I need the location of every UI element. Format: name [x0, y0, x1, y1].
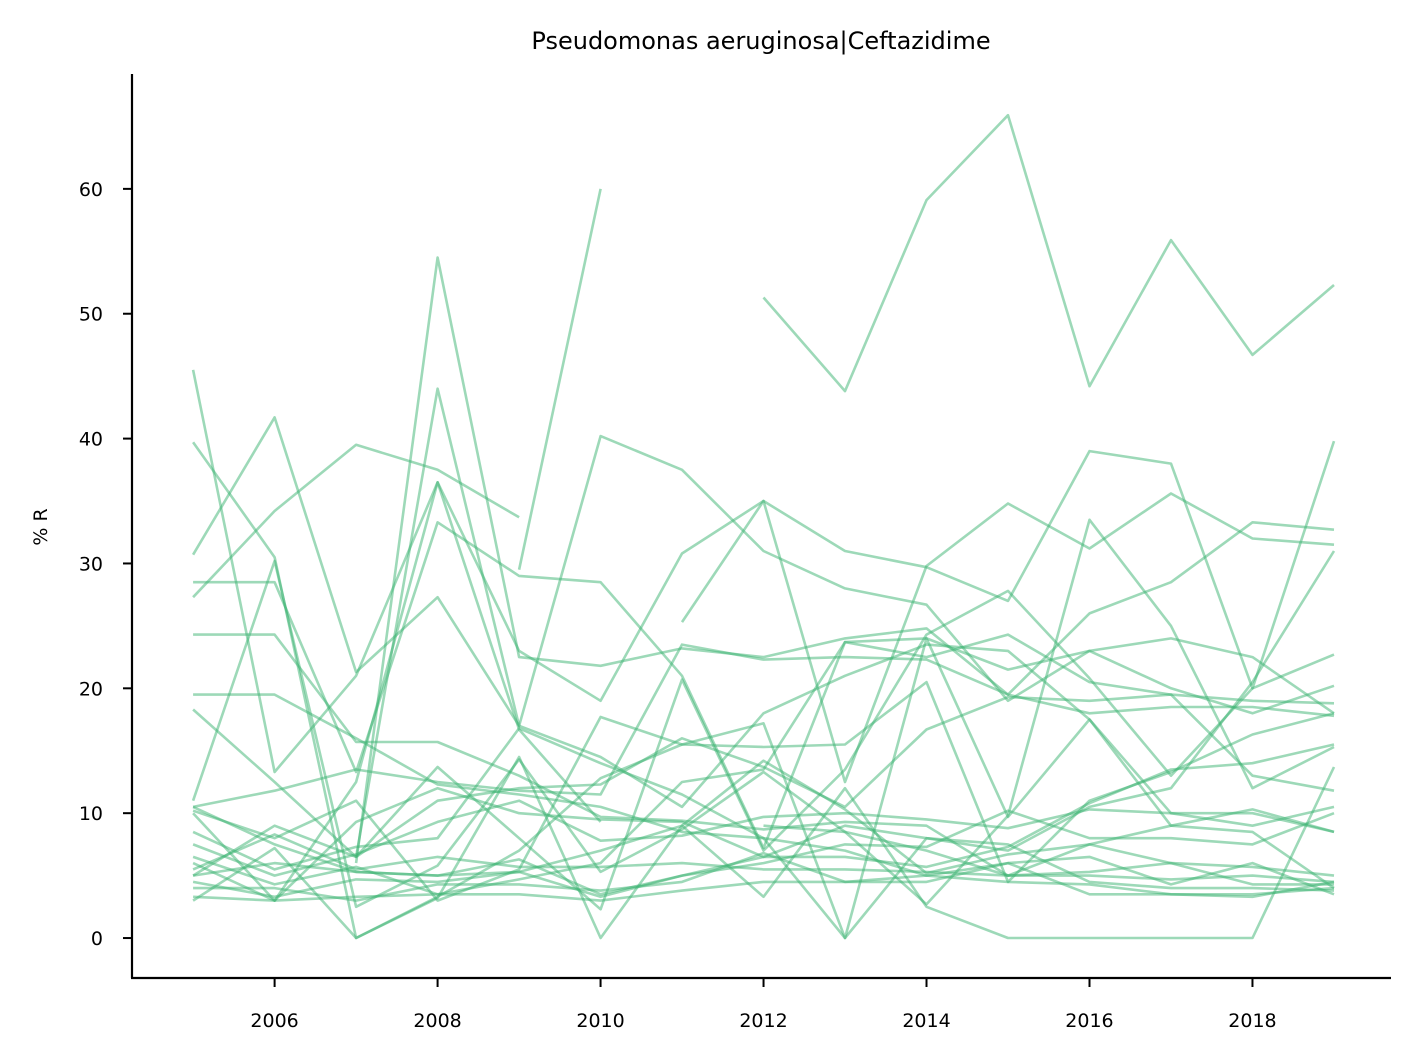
series-line-5 — [192, 443, 520, 599]
series-line-4 — [191, 416, 1335, 728]
series-line-2 — [191, 369, 1336, 774]
series-layer — [191, 113, 1336, 940]
y-tick-label: 0 — [91, 928, 103, 950]
y-tick-label: 10 — [79, 803, 103, 825]
y-tick-label: 20 — [79, 678, 103, 700]
series-line-26 — [354, 256, 1335, 864]
series-line-16 — [192, 633, 1335, 896]
x-tick-label: 2012 — [739, 1010, 787, 1032]
y-tick-label: 60 — [79, 179, 103, 201]
series-line-23 — [763, 808, 1335, 877]
series-line-1 — [762, 113, 1335, 393]
series-line-10 — [191, 518, 1335, 909]
x-tick-label: 2016 — [1065, 1010, 1113, 1032]
series-line-11 — [192, 643, 1335, 809]
y-tick-label: 40 — [79, 429, 103, 451]
y-tick-label: 30 — [79, 553, 103, 575]
series-line-7 — [193, 633, 1334, 886]
series-line-9 — [192, 589, 1335, 911]
y-axis-label: % R — [30, 508, 52, 545]
series-line-21 — [193, 861, 1335, 902]
x-tick-label: 2018 — [1228, 1010, 1276, 1032]
x-tick-label: 2008 — [413, 1010, 461, 1032]
series-line-1 — [517, 188, 602, 570]
series-line-25 — [354, 387, 1335, 858]
series-line-23 — [192, 480, 602, 902]
series-line-17 — [192, 833, 1335, 884]
x-tick-label: 2006 — [250, 1010, 298, 1032]
y-axis-ticks: 0 10 20 30 40 50 60 — [79, 179, 132, 950]
series-line-15 — [192, 799, 1335, 877]
x-axis-ticks: 2006 2008 2010 2012 2014 2016 2018 — [250, 978, 1277, 1032]
x-tick-label: 2010 — [576, 1010, 624, 1032]
chart-title: Pseudomonas aeruginosa|Ceftazidime — [531, 27, 990, 55]
x-tick-label: 2014 — [902, 1010, 950, 1032]
series-line-24 — [192, 693, 1335, 877]
y-tick-label: 50 — [79, 304, 103, 326]
series-line-27 — [192, 805, 1335, 896]
series-line-5 — [680, 492, 1335, 784]
series-line-22 — [192, 755, 1336, 940]
